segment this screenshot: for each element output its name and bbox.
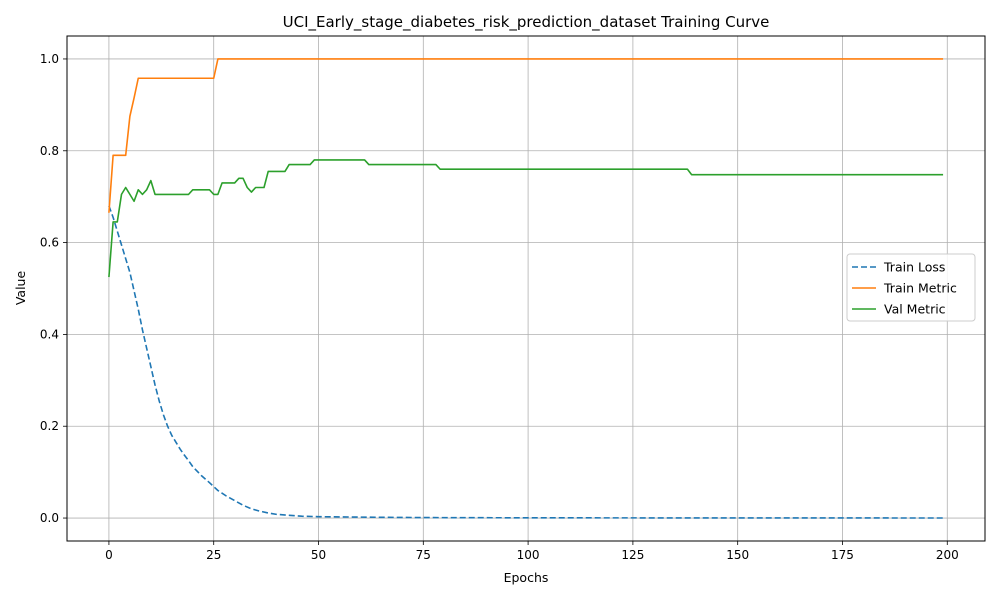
- x-tick-label: 175: [831, 548, 854, 562]
- y-tick-label: 0.8: [40, 144, 59, 158]
- x-tick-label: 50: [311, 548, 326, 562]
- y-tick-label: 1.0: [40, 52, 59, 66]
- ticks: 0 25 50 75 100 125 150 175 200 0.0 0.2 0.4 0.6 0.8 1.0: [40, 52, 959, 562]
- y-tick-label: 0.0: [40, 511, 59, 525]
- y-tick-label: 0.4: [40, 327, 59, 341]
- series-line-train-metric: [108, 58, 944, 213]
- legend: Train Loss Train Metric Val Metric: [846, 253, 976, 322]
- series-line-train-loss: [108, 205, 944, 519]
- x-tick-label: 125: [621, 548, 644, 562]
- legend-label: Train Loss: [883, 260, 945, 275]
- x-tick-label: 25: [206, 548, 221, 562]
- y-axis-label: Value: [13, 271, 28, 306]
- x-tick-label: 75: [416, 548, 431, 562]
- series-line-val-metric: [108, 159, 944, 278]
- y-tick-label: 0.2: [40, 419, 59, 433]
- series-group: [108, 58, 944, 519]
- x-tick-label: 150: [726, 548, 749, 562]
- y-tick-label: 0.6: [40, 236, 59, 250]
- legend-label: Val Metric: [884, 302, 946, 317]
- legend-label: Train Metric: [883, 281, 957, 296]
- x-tick-label: 100: [517, 548, 540, 562]
- x-tick-label: 200: [936, 548, 959, 562]
- chart-title: UCI_Early_stage_diabetes_risk_prediction…: [283, 13, 770, 32]
- legend-box: [846, 253, 976, 322]
- x-axis-label: Epochs: [504, 570, 549, 585]
- plot-frame: [66, 35, 986, 542]
- x-tick-label: 0: [105, 548, 113, 562]
